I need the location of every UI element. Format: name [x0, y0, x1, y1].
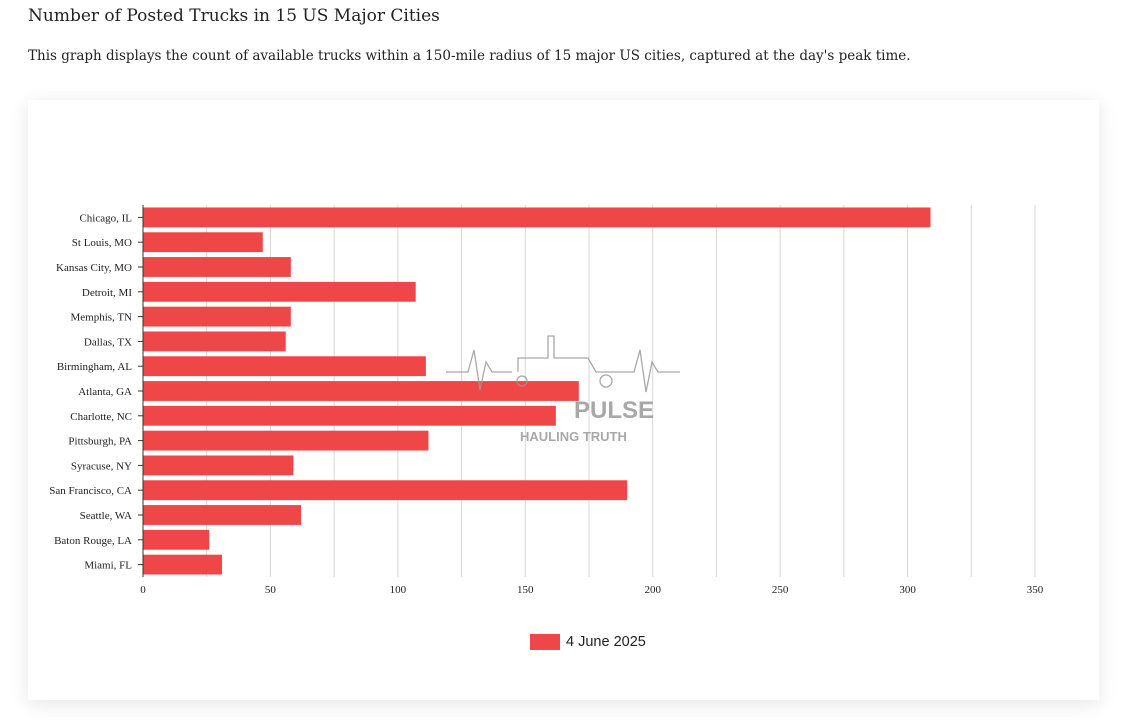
- x-tick-label: 200: [644, 584, 661, 596]
- category-label: Memphis, TN: [70, 312, 132, 324]
- truck-heartbeat-icon: [446, 335, 680, 393]
- category-label: Pittsburgh, PA: [68, 436, 132, 448]
- category-label: Birmingham, AL: [57, 361, 132, 373]
- category-label: Chicago, IL: [79, 212, 132, 224]
- chart-card: PULSE HAULING TRUTH Chicago, IL St Louis,…: [28, 100, 1099, 700]
- bar[interactable]: [143, 232, 263, 253]
- legend[interactable]: 4 June 2025: [530, 634, 646, 650]
- bar[interactable]: [143, 257, 291, 277]
- category-label: Seattle, WA: [80, 510, 132, 522]
- category-label: Atlanta, GA: [78, 386, 132, 398]
- bar[interactable]: [143, 306, 291, 327]
- x-tick-labels: 0 50 100 150 200 250 300 350: [140, 584, 1044, 596]
- bars-layer: [143, 207, 931, 575]
- category-labels: Chicago, IL St Louis, MO Kansas City, MO De…: [49, 212, 143, 572]
- watermark-tagline: HAULING TRUTH: [520, 429, 627, 444]
- bar[interactable]: [143, 405, 556, 426]
- page-title: Number of Posted Trucks in 15 US Major C…: [28, 6, 440, 26]
- watermark-wheel: [599, 374, 613, 388]
- x-tick-label: 100: [390, 584, 407, 596]
- legend-swatch: [530, 634, 560, 650]
- x-tick-label: 0: [140, 584, 146, 596]
- x-tick-label: 250: [772, 584, 789, 596]
- bar[interactable]: [143, 505, 302, 525]
- category-label: Detroit, MI: [82, 287, 132, 299]
- watermark-brand: PULSE: [574, 397, 654, 424]
- bar[interactable]: [143, 455, 294, 476]
- category-label: Syracuse, NY: [71, 460, 132, 472]
- bar[interactable]: [143, 331, 286, 352]
- bar[interactable]: [143, 356, 426, 377]
- x-tick-label: 50: [265, 584, 277, 596]
- bar[interactable]: [143, 281, 416, 302]
- page-description: This graph displays the count of availab…: [28, 48, 911, 64]
- bar[interactable]: [143, 207, 931, 228]
- bar[interactable]: [143, 529, 210, 550]
- category-label: San Francisco, CA: [49, 485, 132, 497]
- bar[interactable]: [143, 480, 628, 501]
- x-tick-label: 350: [1027, 584, 1044, 596]
- category-label: Miami, FL: [84, 560, 132, 572]
- category-label: Kansas City, MO: [56, 262, 132, 274]
- watermark-wheel: [516, 375, 528, 387]
- watermark-logo: PULSE HAULING TRUTH: [446, 335, 680, 444]
- bar[interactable]: [143, 554, 223, 575]
- bar[interactable]: [143, 430, 429, 451]
- category-label: Baton Rouge, LA: [54, 535, 132, 547]
- bar-chart: PULSE HAULING TRUTH Chicago, IL St Louis,…: [49, 205, 1044, 596]
- bar[interactable]: [143, 381, 579, 401]
- category-label: Charlotte, NC: [70, 411, 132, 423]
- category-label: Dallas, TX: [84, 336, 132, 348]
- legend-label: 4 June 2025: [566, 634, 646, 650]
- x-tick-label: 150: [517, 584, 534, 596]
- category-label: St Louis, MO: [72, 237, 132, 249]
- x-tick-label: 300: [899, 584, 916, 596]
